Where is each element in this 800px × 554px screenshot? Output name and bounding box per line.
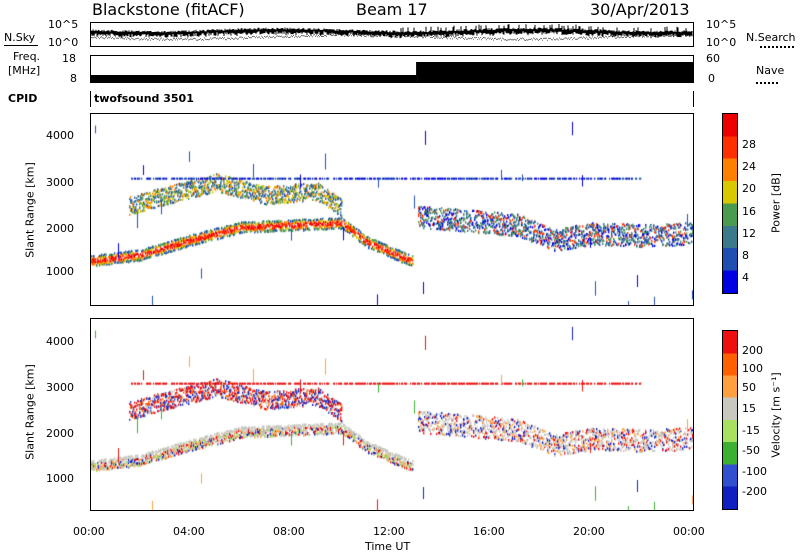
cpid-bar [90,91,694,107]
velocity-colorbar-fill [723,331,737,509]
power-ytick: 3000 [46,176,74,189]
freq-panel [90,55,694,83]
noise-sky-underline [4,45,38,46]
freq-right-tick-top: 60 [706,52,720,65]
noise-left-tick-bottom: 10^0 [48,36,79,49]
freq-left-tick-top: 18 [62,52,76,65]
power-ytick: 4000 [46,129,74,142]
power-cb-tick: 20 [742,182,756,195]
velocity-cb-tick: -100 [742,465,767,478]
cpid-label: CPID [8,92,38,105]
noise-panel [90,22,694,47]
velocity-cb-tick: 100 [742,362,763,375]
power-cb-tick: 24 [742,160,756,173]
power-ylabel: Slant Range [km] [23,162,37,258]
power-colorbar-fill [723,114,737,293]
freq-left-tick-bottom: 8 [70,72,77,85]
power-cb-tick: 12 [742,227,756,240]
power-scatter [91,114,693,305]
station-title: Blackstone (fitACF) [92,0,245,19]
beam-title: Beam 17 [356,0,428,19]
noise-sky-trace [91,24,693,39]
xtick: 08:00 [273,525,305,538]
freq-plot [91,62,693,82]
power-cb-tick: 4 [742,271,749,284]
date-title: 30/Apr/2013 [590,0,690,19]
velocity-panel [90,318,694,511]
noise-search-dots [760,46,794,48]
noise-left-tick-top: 10^5 [48,18,79,31]
power-cb-label: Power [dB] [769,173,783,233]
velocity-ytick: 1000 [46,472,74,485]
power-cb-tick: 8 [742,249,749,262]
freq-unit-label: [MHz] [8,64,41,77]
xtick: 04:00 [173,525,205,538]
noise-right-tick-top: 10^5 [706,18,737,31]
velocity-colorbar [722,330,738,510]
power-ytick: 2000 [46,222,74,235]
power-cb-tick: 16 [742,205,756,218]
velocity-cb-tick: -50 [742,444,760,457]
velocity-cb-tick: 15 [742,402,756,415]
noise-right-tick-bottom: 10^0 [706,36,737,49]
xtick: 20:00 [573,525,605,538]
xtick: 00:00 [673,525,705,538]
velocity-ylabel: Slant Range [km] [23,364,37,460]
xtick: 16:00 [473,525,505,538]
velocity-scatter [91,319,693,510]
noise-search-label: N.Search [746,31,796,44]
noise-search-trace [91,33,693,41]
xtick: 12:00 [373,525,405,538]
velocity-cb-tick: -200 [742,485,767,498]
velocity-cb-tick: 50 [742,381,756,394]
freq-fill-after [417,62,693,82]
velocity-cb-tick: -15 [742,424,760,437]
nave-dots [756,82,778,84]
velocity-ytick: 2000 [46,427,74,440]
velocity-cb-label: Velocity [m s⁻¹] [769,372,783,458]
freq-right-tick-bottom: 0 [708,72,715,85]
velocity-ytick: 4000 [46,335,74,348]
xtick: 00:00 [73,525,105,538]
velocity-cb-tick: 200 [742,344,763,357]
power-colorbar [722,113,738,294]
noise-sky-label: N.Sky [4,31,36,44]
power-panel [90,113,694,306]
xaxis-label: Time UT [365,540,411,553]
freq-label: Freq. [13,50,41,63]
cpid-value: twofsound 3501 [94,92,194,105]
freq-fill-before [91,75,418,82]
velocity-ytick: 3000 [46,381,74,394]
nave-label: Nave [756,64,785,77]
power-cb-tick: 28 [742,138,756,151]
power-ytick: 1000 [46,265,74,278]
noise-plot [91,24,693,41]
